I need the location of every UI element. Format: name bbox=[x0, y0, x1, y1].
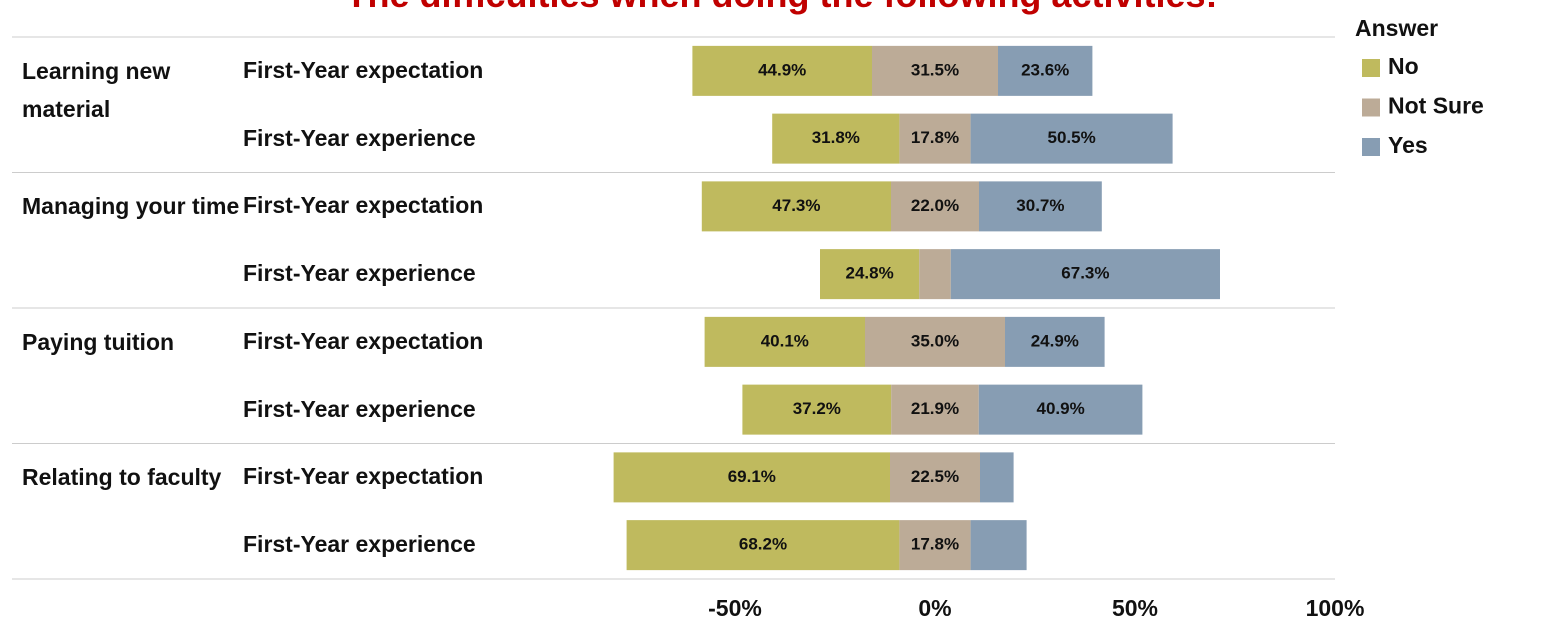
value-label: 35.0% bbox=[911, 331, 959, 350]
category-label: First-Year expectation bbox=[243, 463, 484, 490]
category-label: First-Year expectation bbox=[243, 327, 484, 354]
value-label: 24.9% bbox=[1031, 331, 1079, 350]
bar-segment bbox=[891, 181, 979, 232]
value-label: 17.8% bbox=[911, 128, 959, 147]
bar-segment bbox=[891, 384, 979, 435]
x-tick-label: 0% bbox=[918, 595, 951, 621]
value-label: 21.9% bbox=[911, 399, 959, 418]
value-label: 22.0% bbox=[911, 196, 959, 215]
value-label: 40.9% bbox=[1036, 399, 1084, 418]
value-label: 24.8% bbox=[845, 264, 893, 283]
category-label: First-Year experience bbox=[243, 124, 476, 151]
legend-label: Yes bbox=[1388, 132, 1428, 158]
value-label: 68.2% bbox=[739, 535, 787, 554]
bar-segment bbox=[979, 181, 1102, 232]
value-label: 37.2% bbox=[793, 399, 841, 418]
x-tick-label: 50% bbox=[1112, 595, 1158, 621]
bar-segment bbox=[742, 384, 892, 435]
chart-title: The difficulties when doing the followin… bbox=[0, 0, 1563, 16]
value-label: 17.8% bbox=[911, 535, 959, 554]
bar-segment bbox=[970, 113, 1173, 164]
bar-segment bbox=[890, 452, 980, 503]
value-label: 67.3% bbox=[1061, 264, 1109, 283]
legend-label: No bbox=[1388, 53, 1419, 79]
value-label: 31.8% bbox=[812, 128, 860, 147]
value-label: 40.1% bbox=[761, 331, 809, 350]
category-label: First-Year experience bbox=[243, 395, 476, 422]
category-label: First-Year expectation bbox=[243, 192, 484, 219]
group-label: Paying tuition bbox=[22, 328, 175, 355]
category-label: First-Year expectation bbox=[243, 56, 484, 83]
bar-segment bbox=[970, 520, 1027, 571]
legend-swatch bbox=[1362, 59, 1380, 77]
bar-segment bbox=[899, 520, 971, 571]
bar-segment bbox=[626, 520, 900, 571]
bar-segment bbox=[1005, 316, 1105, 367]
bar-segment bbox=[978, 384, 1143, 435]
bar-segment bbox=[613, 452, 890, 503]
bar-segment bbox=[919, 249, 951, 300]
bar-segment bbox=[865, 316, 1005, 367]
legend-swatch bbox=[1362, 138, 1380, 156]
bar-segment bbox=[950, 249, 1220, 300]
x-tick-label: 100% bbox=[1306, 595, 1365, 621]
bar-segment bbox=[772, 113, 900, 164]
bar-segment bbox=[704, 316, 865, 367]
group-label: Managing your time bbox=[22, 193, 240, 220]
bar-segment bbox=[820, 249, 920, 300]
group-label: Relating to faculty bbox=[22, 464, 222, 491]
category-label: First-Year experience bbox=[243, 260, 476, 287]
bar-segment bbox=[998, 45, 1093, 96]
bar-segment bbox=[701, 181, 891, 232]
bar-segment bbox=[692, 45, 872, 96]
value-label: 31.5% bbox=[911, 60, 959, 79]
legend-swatch bbox=[1362, 98, 1380, 117]
bar-segment bbox=[899, 113, 971, 164]
value-label: 47.3% bbox=[772, 196, 820, 215]
bar-segment bbox=[872, 45, 998, 96]
value-label: 69.1% bbox=[728, 467, 776, 486]
value-label: 50.5% bbox=[1047, 128, 1095, 147]
bar-segment bbox=[980, 452, 1014, 503]
legend-label: Not Sure bbox=[1388, 93, 1484, 119]
group-label: Learning new material bbox=[22, 57, 171, 122]
value-label: 30.7% bbox=[1016, 196, 1064, 215]
legend-title: Answer bbox=[1355, 15, 1438, 41]
category-label: First-Year experience bbox=[243, 531, 476, 558]
value-label: 22.5% bbox=[911, 467, 959, 486]
value-label: 44.9% bbox=[758, 60, 806, 79]
x-tick-label: -50% bbox=[708, 595, 762, 621]
value-label: 23.6% bbox=[1021, 60, 1069, 79]
